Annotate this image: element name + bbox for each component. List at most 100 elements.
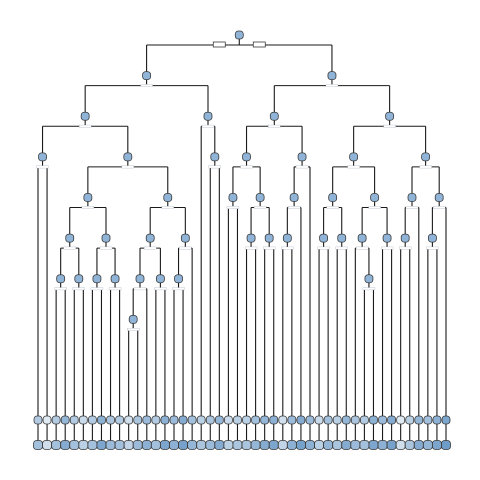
leaf-terminal-node [232,440,243,450]
split-label-box [179,246,192,250]
leaf-node [78,415,88,425]
leaf-terminal-node [268,440,279,450]
leaf-node [196,415,206,425]
split-label-box [36,165,49,169]
leaf-node [33,415,43,425]
leaf-terminal-node [169,440,179,450]
leaf-terminal-node [123,440,134,450]
tree-node [242,152,251,162]
leaf-node [305,415,315,425]
tree-node [203,111,213,121]
split-label-box [252,41,266,48]
split-label-box [355,246,369,250]
split-label-box [419,165,432,169]
leaf-terminal-node [250,440,261,450]
leaf-node [42,415,52,425]
tree-node [174,274,183,284]
split-label-box [79,124,92,128]
split-label-box [335,246,348,250]
split-label-box [201,124,215,128]
split-label-box [154,287,167,291]
split-label-box [212,41,226,48]
leaf-node [296,415,306,425]
split-label-box [263,246,276,250]
tree-node [128,314,138,324]
tree-node [289,193,299,202]
tree-node [74,274,84,284]
leaf-node [69,415,79,425]
split-label-box [362,287,376,291]
leaf-terminal-node [286,440,297,450]
leaf-terminal-node [259,440,270,450]
tree-node [400,233,410,243]
leaf-node [251,415,261,425]
leaf-terminal-node [314,440,324,450]
tree-node [255,193,265,202]
tree-node [269,111,279,121]
split-label-box [240,165,253,169]
leaf-node [51,415,61,425]
split-label-box [325,84,339,87]
split-label-box [144,246,157,250]
leaf-node [242,415,251,425]
leaf-node [142,415,152,425]
leaf-node [260,415,270,425]
split-label-box [133,287,147,291]
tree-node [421,152,431,162]
leaf-terminal-node [223,440,234,450]
leaf-terminal-node [341,440,352,450]
split-label-box [54,287,67,291]
leaf-node [423,415,433,425]
leaf-terminal-node [422,440,433,450]
tree-node [101,233,111,243]
leaf-node [269,415,279,425]
split-label-box [383,124,396,128]
tree-node [210,152,220,162]
leaf-terminal-node [105,440,116,450]
leaf-node [323,415,333,425]
tree-node [385,111,395,121]
split-label-box [405,206,419,209]
leaf-node [332,415,342,425]
split-label-box [226,206,240,209]
leaf-terminal-node [395,440,406,450]
tree-node [56,274,66,284]
split-label-box [399,246,412,250]
split-label-box [253,206,267,209]
leaf-node [350,415,360,425]
leaf-node [314,415,324,425]
leaf-terminal-node [332,440,343,450]
leaf-terminal-node [441,440,451,450]
tree-node [434,193,444,202]
leaf-node [106,415,115,425]
leaf-terminal-node [69,440,80,450]
leaf-node [133,415,143,425]
leaf-node [341,415,351,425]
split-label-box [140,84,153,87]
leaf-terminal-node [413,440,424,450]
leaf-node [214,415,224,425]
leaf-terminal-node [350,440,361,450]
leaf-terminal-node [132,440,143,450]
leaf-terminal-node [323,440,334,450]
leaf-terminal-node [78,440,89,450]
split-label-box [317,246,330,250]
leaf-node [405,415,415,425]
tree-node [145,233,155,243]
split-label-box [99,246,113,250]
leaf-terminal-node [305,440,315,450]
leaf-node [205,415,215,425]
tree-node [407,193,417,202]
leaf-terminal-node [368,440,379,450]
leaf-node [178,415,188,425]
split-label-box [127,328,140,331]
leaf-terminal-node [141,440,152,450]
tree-node [349,152,359,162]
leaf-node [115,415,124,425]
leaf-terminal-node [404,440,415,450]
leaf-node [60,415,70,425]
leaf-terminal-node [114,440,125,450]
tree-node [328,193,338,202]
leaf-node [359,415,369,425]
tree-node [337,233,347,243]
